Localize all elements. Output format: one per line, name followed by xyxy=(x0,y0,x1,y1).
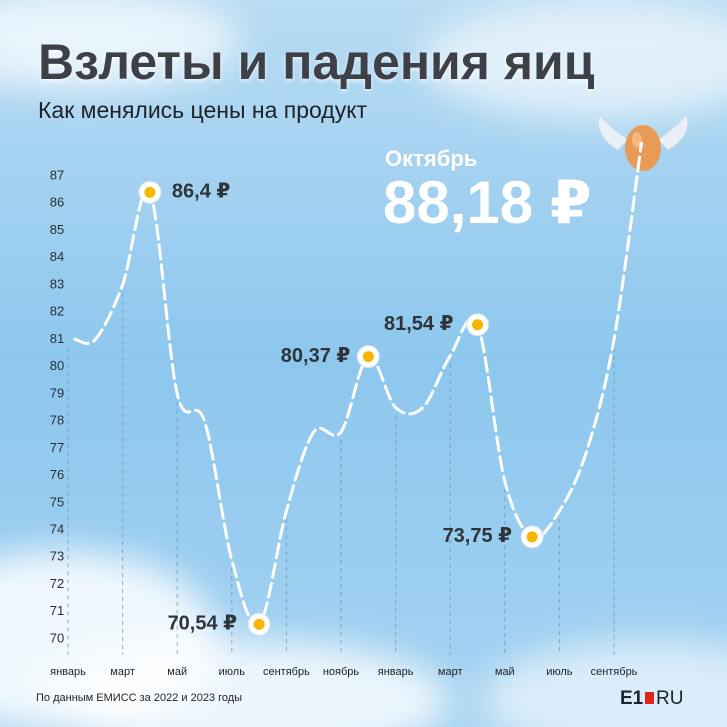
y-tick-label: 73 xyxy=(50,549,64,564)
value-label: 81,54 ₽ xyxy=(384,313,454,335)
x-tick-label: ноябрь xyxy=(323,666,360,678)
x-tick-label: январь xyxy=(50,666,86,678)
egg-yolk xyxy=(472,319,483,331)
y-tick-label: 72 xyxy=(50,576,64,591)
x-tick-label: май xyxy=(495,666,515,678)
price-line xyxy=(73,142,643,627)
y-tick-label: 86 xyxy=(50,195,64,210)
egg-yolk xyxy=(526,531,538,543)
egg-marker xyxy=(356,345,380,369)
y-tick-label: 85 xyxy=(50,222,64,237)
x-tick-label: май xyxy=(167,666,187,678)
y-tick-label: 81 xyxy=(50,331,64,346)
y-tick-label: 78 xyxy=(50,413,64,428)
y-tick-label: 74 xyxy=(50,521,64,536)
end-point xyxy=(639,141,644,146)
value-label: 73,75 ₽ xyxy=(443,525,513,547)
logo-mark xyxy=(645,692,654,704)
x-tick-label: март xyxy=(438,666,463,678)
value-label: 86,4 ₽ xyxy=(172,181,230,203)
logo-part: E1 xyxy=(620,688,644,709)
y-tick-label: 82 xyxy=(50,304,64,319)
value-label: 80,37 ₽ xyxy=(281,345,351,367)
y-tick-label: 87 xyxy=(50,167,64,182)
egg-yolk xyxy=(362,351,374,363)
y-tick-label: 84 xyxy=(50,249,64,264)
y-tick-label: 76 xyxy=(50,467,64,482)
egg-marker xyxy=(247,612,271,636)
x-tick-label: сентябрь xyxy=(591,666,638,678)
subtitle: Как менялись цены на продукт xyxy=(38,97,368,123)
y-tick-label: 80 xyxy=(50,358,64,373)
y-tick-label: 71 xyxy=(50,603,64,618)
y-tick-label: 79 xyxy=(50,385,64,400)
title: Взлеты и падения яиц xyxy=(38,34,595,90)
egg-yolk xyxy=(253,618,265,630)
source: По данным ЕМИСС за 2022 и 2023 годы xyxy=(36,692,242,704)
x-tick-label: июль xyxy=(546,666,573,678)
y-tick-label: 75 xyxy=(50,494,64,509)
y-tick-label: 77 xyxy=(50,440,64,455)
x-tick-label: сентябрь xyxy=(263,666,310,678)
egg-marker xyxy=(138,180,162,204)
egg-marker xyxy=(466,313,489,337)
logo-part: RU xyxy=(656,688,683,709)
value-label: 70,54 ₽ xyxy=(168,613,238,635)
egg-marker xyxy=(520,525,544,549)
x-tick-label: март xyxy=(110,666,135,678)
flying-egg xyxy=(597,114,689,171)
egg-yolk xyxy=(144,186,156,198)
highlight-month: Октябрь xyxy=(385,146,477,171)
highlight-value: 88,18 ₽ xyxy=(383,169,592,236)
x-tick-label: январь xyxy=(378,666,414,678)
x-tick-label: июль xyxy=(219,666,246,678)
logo: E1 RU xyxy=(620,688,683,709)
y-tick-label: 83 xyxy=(50,276,64,291)
y-tick-label: 70 xyxy=(50,630,64,645)
